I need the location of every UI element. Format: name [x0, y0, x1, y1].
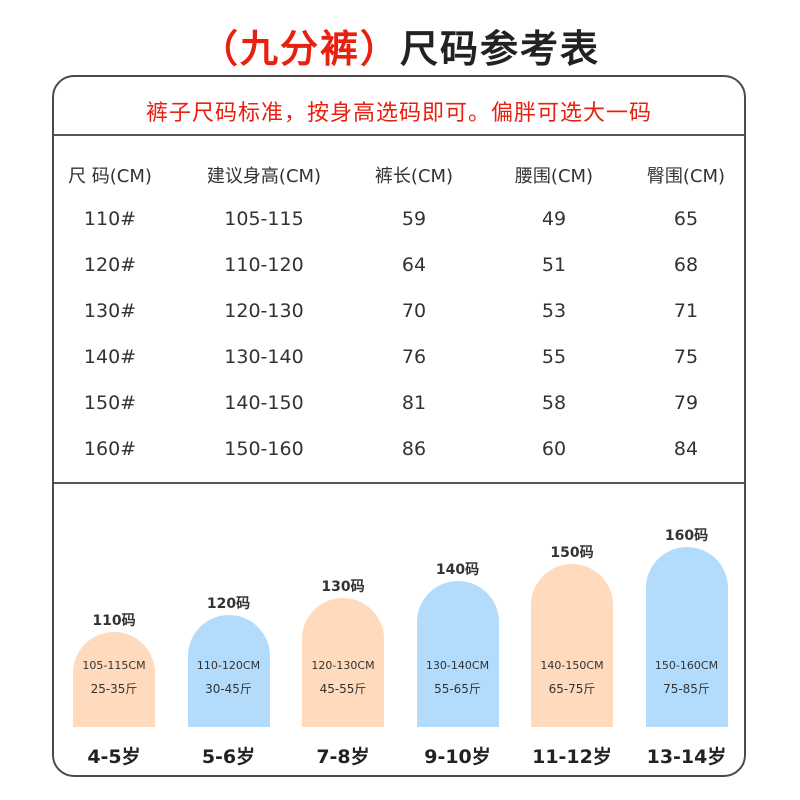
cell-length: 70: [401, 300, 427, 322]
cell-waist: 55: [541, 346, 567, 368]
table-row: 150# 140-150 81 58 79: [54, 392, 744, 422]
header-waist: 腰围(CM): [514, 166, 594, 187]
size-bar-weight-range: 75-85斤: [663, 682, 710, 696]
cell-size: 120#: [83, 254, 137, 276]
table-row: 120# 110-120 64 51 68: [54, 254, 744, 284]
header-length: 裤长(CM): [374, 166, 454, 187]
cell-waist: 51: [541, 254, 567, 276]
cell-height: 110-120: [224, 254, 304, 276]
cell-length: 81: [401, 392, 427, 414]
cell-height: 130-140: [224, 346, 304, 368]
cell-length: 86: [401, 438, 427, 460]
table-row: 110# 105-115 59 49 65: [54, 208, 744, 238]
size-bar-height-range: 120-130CM: [311, 659, 375, 672]
page-title: （九分裤）尺码参考表: [0, 18, 800, 73]
size-bar: 130-140CM 55-65斤: [416, 581, 499, 727]
header-height: 建议身高(CM): [206, 166, 322, 187]
size-bar: 150-160CM 75-85斤: [645, 547, 728, 727]
cell-height: 150-160: [224, 438, 304, 460]
size-bar-age: 9-10岁: [424, 746, 491, 768]
size-bar-weight-range: 45-55斤: [319, 682, 367, 696]
size-bar-weight-range: 65-75斤: [548, 682, 596, 696]
cell-waist: 49: [541, 208, 567, 230]
cell-height: 120-130: [224, 300, 304, 322]
size-bar-label: 140码: [435, 562, 480, 578]
size-bar: 140-150CM 65-75斤: [531, 564, 613, 727]
size-bar-label: 130码: [321, 579, 365, 595]
table-row: 130# 120-130 70 53 71: [54, 300, 744, 330]
cell-hip: 84: [673, 438, 699, 460]
size-bar-height-range: 150-160CM: [654, 659, 719, 672]
size-bar-weight-range: 55-65斤: [434, 682, 481, 696]
sizing-notice: 裤子尺码标准，按身高选码即可。偏胖可选大一码: [145, 101, 652, 126]
divider-bottom: [54, 482, 744, 484]
title-main: 尺码参考表: [400, 27, 601, 71]
cell-hip: 79: [673, 392, 699, 414]
cell-hip: 75: [673, 346, 699, 368]
size-bar-label: 150码: [550, 545, 594, 561]
size-chart-card: 裤子尺码标准，按身高选码即可。偏胖可选大一码 尺 码(CM) 建议身高(CM) …: [52, 75, 746, 777]
cell-hip: 71: [673, 300, 699, 322]
size-bar-age: 7-8岁: [316, 746, 370, 768]
size-bar-height-range: 110-120CM: [196, 659, 261, 672]
size-bar-height-range: 105-115CM: [82, 659, 146, 672]
cell-length: 59: [401, 208, 427, 230]
cell-hip: 65: [673, 208, 699, 230]
cell-size: 130#: [83, 300, 137, 322]
cell-size: 160#: [83, 438, 137, 460]
cell-size: 140#: [83, 346, 137, 368]
cell-waist: 58: [541, 392, 567, 414]
size-bar-age: 13-14岁: [646, 746, 727, 768]
table-row: 160# 150-160 86 60 84: [54, 438, 744, 468]
cell-size: 110#: [83, 208, 137, 230]
size-bar-label: 120码: [206, 596, 251, 612]
table-row: 140# 130-140 76 55 75: [54, 346, 744, 376]
cell-length: 76: [401, 346, 427, 368]
cell-height: 105-115: [224, 208, 304, 230]
cell-height: 140-150: [224, 392, 304, 414]
size-bar: 120-130CM 45-55斤: [302, 598, 384, 727]
title-highlight: （九分裤）: [199, 27, 400, 71]
size-bar-age: 11-12岁: [532, 746, 612, 768]
size-bar-age: 5-6岁: [201, 746, 256, 768]
size-bar-weight-range: 30-45斤: [205, 682, 252, 696]
size-bar-height-range: 140-150CM: [540, 659, 604, 672]
cell-size: 150#: [83, 392, 137, 414]
size-bar-age: 4-5岁: [87, 746, 141, 768]
cell-waist: 53: [541, 300, 567, 322]
size-bar-weight-range: 25-35斤: [90, 682, 138, 696]
cell-length: 64: [401, 254, 427, 276]
cell-hip: 68: [673, 254, 699, 276]
header-hip: 臀围(CM): [646, 166, 726, 187]
header-size: 尺 码(CM): [68, 166, 152, 187]
size-bar: 105-115CM 25-35斤: [73, 632, 155, 727]
cell-waist: 60: [541, 438, 567, 460]
divider-top: [54, 134, 744, 136]
size-bar-label: 160码: [664, 528, 709, 544]
size-bar-label: 110码: [92, 613, 136, 629]
table-header-row: 尺 码(CM) 建议身高(CM) 裤长(CM) 腰围(CM) 臀围(CM): [54, 162, 744, 192]
size-bar-height-range: 130-140CM: [425, 659, 490, 672]
size-bar: 110-120CM 30-45斤: [187, 615, 270, 727]
